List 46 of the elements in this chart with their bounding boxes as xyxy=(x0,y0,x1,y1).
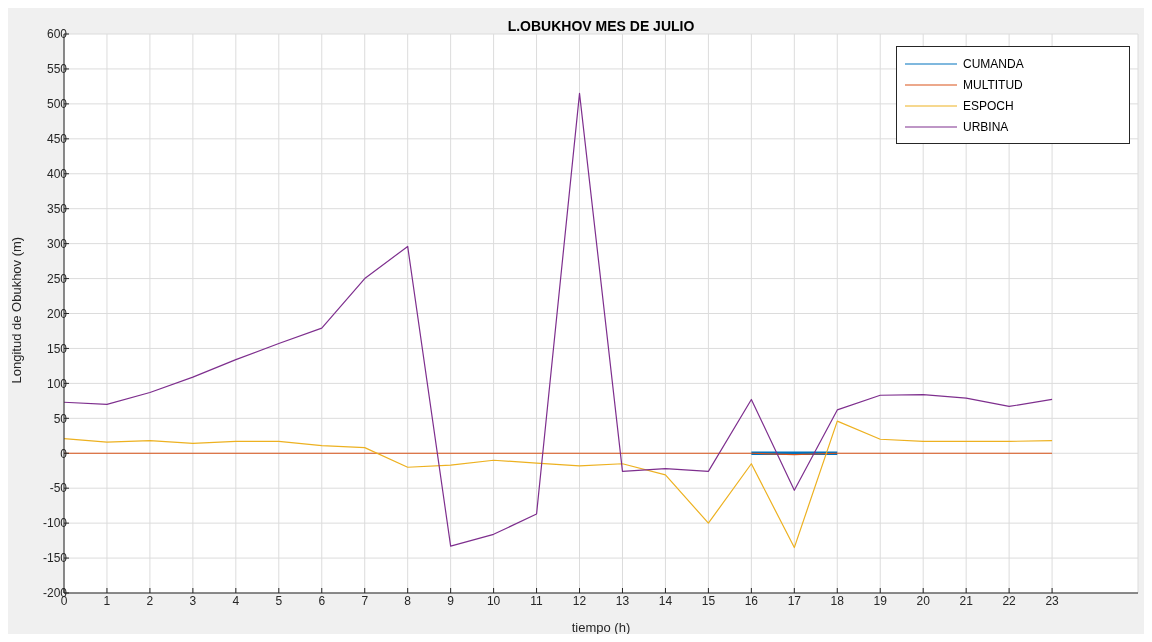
x-tick-label: 1 xyxy=(103,593,111,608)
x-tick-label: 23 xyxy=(1045,593,1060,608)
y-tick-label: 150 xyxy=(46,341,68,356)
x-tick-label: 13 xyxy=(615,593,630,608)
y-tick-label: 300 xyxy=(46,236,68,251)
y-tick-label: 350 xyxy=(46,201,68,216)
legend-label: ESPOCH xyxy=(963,98,1014,113)
legend-label: CUMANDA xyxy=(963,56,1024,71)
x-tick-label: 19 xyxy=(873,593,888,608)
y-tick-label: 100 xyxy=(46,376,68,391)
x-tick-label: 18 xyxy=(830,593,845,608)
y-axis-title: Longitud de Obukhov (m) xyxy=(8,236,24,384)
y-tick-label: 0 xyxy=(60,446,68,461)
x-tick-label: 7 xyxy=(361,593,369,608)
chart-title: L.OBUKHOV MES DE JULIO xyxy=(507,18,695,34)
y-tick-label: 550 xyxy=(46,62,68,77)
x-tick-label: 8 xyxy=(404,593,412,608)
x-tick-label: 3 xyxy=(189,593,197,608)
x-tick-label: 14 xyxy=(658,593,673,608)
x-tick-label: 9 xyxy=(447,593,455,608)
x-tick-label: 10 xyxy=(486,593,501,608)
x-axis-title: tiempo (h) xyxy=(571,620,631,635)
legend-label: MULTITUD xyxy=(963,77,1023,92)
y-tick-label: -150 xyxy=(42,551,68,566)
x-tick-label: 22 xyxy=(1002,593,1017,608)
x-tick-label: 6 xyxy=(318,593,326,608)
y-tick-label: 50 xyxy=(53,411,68,426)
x-tick-label: 17 xyxy=(787,593,802,608)
x-tick-label: 15 xyxy=(701,593,716,608)
y-tick-label: -50 xyxy=(49,481,68,496)
y-tick-label: 450 xyxy=(46,132,68,147)
x-tick-label: 16 xyxy=(744,593,759,608)
y-tick-label: 200 xyxy=(46,306,68,321)
legend-label: URBINA xyxy=(963,119,1009,134)
x-tick-label: 12 xyxy=(572,593,587,608)
x-tick-label: 11 xyxy=(530,593,544,608)
y-tick-label: 400 xyxy=(46,167,68,182)
y-tick-label: 600 xyxy=(46,27,68,42)
x-tick-label: 2 xyxy=(146,593,154,608)
x-tick-label: 4 xyxy=(232,593,240,608)
x-tick-label: 21 xyxy=(959,593,974,608)
y-tick-label: 250 xyxy=(46,271,68,286)
x-tick-label: 5 xyxy=(275,593,283,608)
y-tick-label: 500 xyxy=(46,97,68,112)
x-tick-label: 20 xyxy=(916,593,931,608)
y-tick-label: -100 xyxy=(42,516,68,531)
